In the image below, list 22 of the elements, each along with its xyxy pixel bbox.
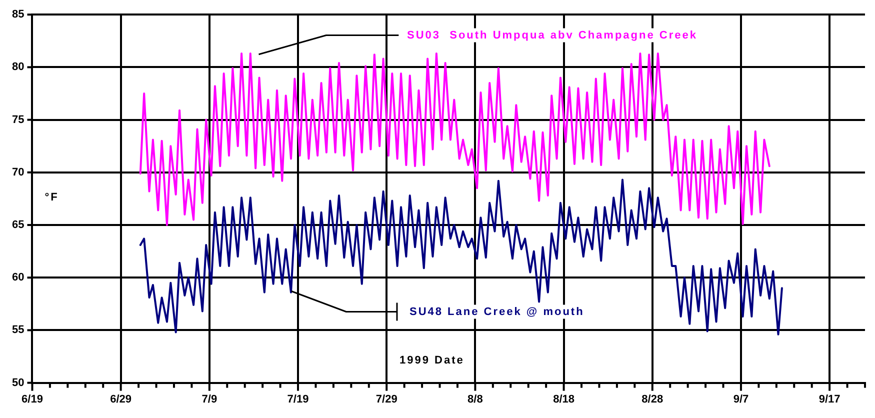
- x-tick-label: 7/9: [202, 393, 218, 406]
- text: SU03 South Umpqua abv Champagne Creek: [406, 29, 698, 42]
- y-tick-label: 75: [12, 114, 24, 126]
- y-tick-label: 70: [12, 166, 24, 178]
- x-tick-label: 8/8: [468, 393, 483, 406]
- y-tick-label: 50: [12, 376, 24, 389]
- x-tick-label: 7/29: [376, 393, 398, 406]
- x-tick-label: 8/28: [642, 393, 664, 406]
- x-tick-label: 9/7: [733, 393, 749, 406]
- x-axis-title: 1999 Date: [399, 354, 464, 367]
- text: SU48 Lane Creek @ mouth: [409, 306, 584, 318]
- x-tick-label: 8/18: [553, 393, 574, 406]
- y-tick-label: 60: [12, 272, 24, 284]
- y-axis-title: °F: [44, 192, 59, 204]
- y-tick-label: 55: [12, 324, 24, 336]
- y-tick-label: 85: [12, 8, 24, 21]
- x-tick-label: 9/17: [818, 393, 840, 406]
- x-tick-label: 6/29: [110, 393, 132, 406]
- y-tick-label: 80: [12, 61, 24, 74]
- x-tick-label: 7/19: [287, 393, 309, 406]
- y-tick-label: 65: [12, 219, 24, 232]
- x-tick-label: 6/19: [22, 393, 43, 406]
